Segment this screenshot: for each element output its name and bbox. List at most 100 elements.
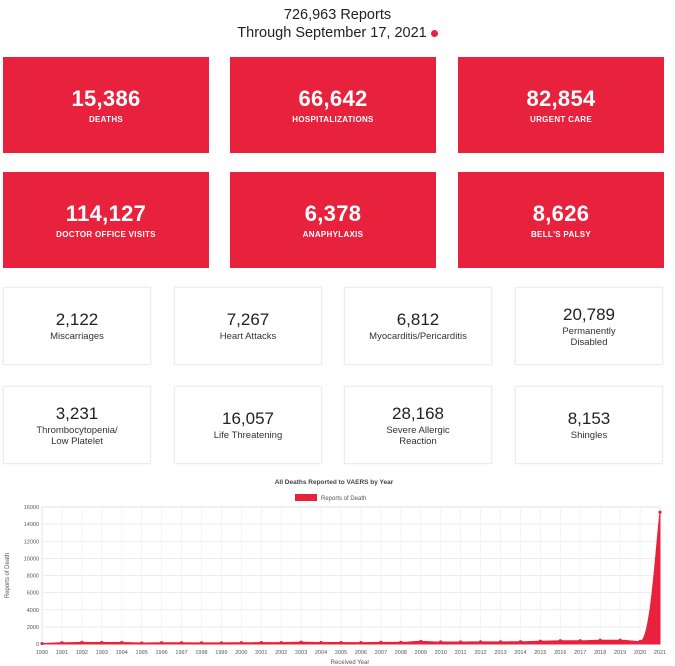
x-tick-label: 1995 (136, 650, 148, 656)
thrombocytopenia-card: 3,231 Thrombocytopenia/ Low Platelet (3, 386, 151, 464)
x-tick-label: 2015 (534, 650, 546, 656)
live-dot-icon (430, 29, 438, 37)
card-label: Severe Allergic Reaction (386, 424, 450, 447)
data-point[interactable] (439, 640, 443, 644)
card-value: 16,057 (222, 409, 274, 428)
permanently-disabled-card: 20,789 Permanently Disabled (515, 287, 663, 365)
card-label: Myocarditis/Pericarditis (369, 331, 467, 342)
x-tick-label: 2008 (395, 650, 407, 656)
reports-count: 726,963 Reports (283, 7, 392, 23)
x-tick-label: 2010 (435, 650, 447, 656)
card-value: 3,231 (55, 403, 99, 423)
deaths-area-series (41, 512, 661, 645)
x-tick-label: 2009 (415, 650, 427, 656)
data-point[interactable] (60, 641, 64, 645)
data-point[interactable] (219, 641, 224, 645)
card-label: ANAPHYLAXIS (302, 230, 364, 239)
bells-palsy-card: 8,626 BELL'S PALSY (458, 172, 664, 268)
card-label: URGENT CARE (530, 115, 592, 124)
card-value: 66,642 (298, 86, 368, 111)
data-point[interactable] (518, 640, 523, 644)
data-point[interactable] (160, 641, 164, 645)
data-point[interactable] (638, 639, 642, 644)
data-point[interactable] (40, 641, 44, 646)
x-tick-label: 1993 (96, 650, 108, 656)
card-value: 28,168 (392, 403, 444, 423)
legend-swatch (295, 494, 317, 501)
shingles-card: 8,153 Shingles (515, 386, 663, 464)
data-point[interactable] (399, 640, 403, 644)
x-tick-label: 2018 (594, 650, 606, 656)
x-tick-label: 1991 (56, 650, 68, 656)
data-point[interactable] (299, 640, 303, 644)
x-tick-label: 2006 (355, 650, 367, 656)
card-label: DEATHS (88, 115, 124, 124)
x-tick-label: 2007 (375, 650, 387, 656)
y-tick-label: 6000 (27, 591, 39, 597)
data-point[interactable] (199, 641, 204, 645)
y-tick-label: 10000 (24, 556, 39, 562)
data-point[interactable] (259, 641, 263, 645)
data-point[interactable] (478, 640, 483, 644)
card-value: 114,127 (65, 201, 147, 226)
data-point[interactable] (359, 640, 363, 645)
card-value: 7,267 (226, 310, 270, 329)
data-point[interactable] (140, 641, 144, 645)
data-point[interactable] (379, 640, 383, 644)
card-label: Permanently Disabled (562, 325, 616, 348)
y-tick-label: 16000 (24, 505, 39, 511)
data-point[interactable] (179, 641, 184, 645)
y-tick-label: 8000 (27, 574, 39, 580)
y-tick-label: 2000 (27, 625, 39, 631)
data-point[interactable] (100, 640, 104, 645)
chart-title: All Deaths Reported to VAERS by Year (275, 479, 394, 486)
x-tick-label: 2019 (614, 650, 626, 656)
card-label: Life Threatening (213, 430, 283, 441)
card-label: DOCTOR OFFICE VISITS (56, 230, 156, 239)
x-tick-label: 1999 (215, 650, 227, 656)
data-point[interactable] (498, 640, 503, 644)
y-axis-ticks: 0 2000 4000 6000 8000 10000 12000 14000 16000 (24, 505, 39, 648)
data-point[interactable] (419, 639, 423, 644)
chart-grid (41, 506, 661, 645)
x-tick-label: 2011 (455, 650, 467, 656)
x-tick-label: 2003 (295, 650, 307, 656)
doctor-office-visits-card: 114,127 DOCTOR OFFICE VISITS (3, 172, 209, 268)
card-value: 15,386 (71, 86, 141, 111)
x-tick-label: 1998 (195, 650, 207, 656)
data-point[interactable] (578, 639, 582, 643)
heart-attacks-card: 7,267 Heart Attacks (174, 287, 322, 365)
x-tick-label: 1990 (36, 650, 48, 656)
card-value: 6,812 (396, 310, 440, 329)
card-label: Miscarriages (50, 331, 104, 342)
card-value: 8,626 (532, 201, 590, 226)
x-tick-label: 2001 (255, 650, 267, 656)
data-point[interactable] (459, 640, 463, 644)
x-tick-label: 1996 (155, 650, 167, 656)
miscarriages-card: 2,122 Miscarriages (3, 287, 151, 365)
data-point[interactable] (239, 641, 243, 645)
card-label: Heart Attacks (219, 331, 277, 342)
x-tick-label: 2016 (554, 650, 566, 656)
data-point[interactable] (538, 639, 542, 643)
card-value: 82,854 (526, 86, 596, 111)
data-point[interactable] (319, 640, 323, 645)
data-point[interactable] (80, 640, 84, 644)
data-point[interactable] (120, 640, 124, 645)
y-tick-label: 4000 (27, 608, 39, 614)
x-tick-label: 1992 (76, 650, 88, 656)
data-point[interactable] (558, 639, 562, 643)
x-tick-label: 1997 (175, 650, 187, 656)
data-points (40, 510, 662, 646)
card-label: BELL'S PALSY (530, 230, 592, 239)
x-tick-label: 2020 (634, 650, 646, 656)
data-point[interactable] (658, 510, 662, 514)
data-point[interactable] (618, 638, 622, 642)
data-point[interactable] (279, 640, 283, 645)
life-threatening-card: 16,057 Life Threatening (174, 386, 322, 464)
data-point[interactable] (339, 640, 343, 645)
anaphylaxis-card: 6,378 ANAPHYLAXIS (230, 172, 436, 268)
card-value: 20,789 (563, 304, 615, 324)
data-point[interactable] (598, 638, 602, 642)
hospitalizations-card: 66,642 HOSPITALIZATIONS (230, 57, 436, 153)
